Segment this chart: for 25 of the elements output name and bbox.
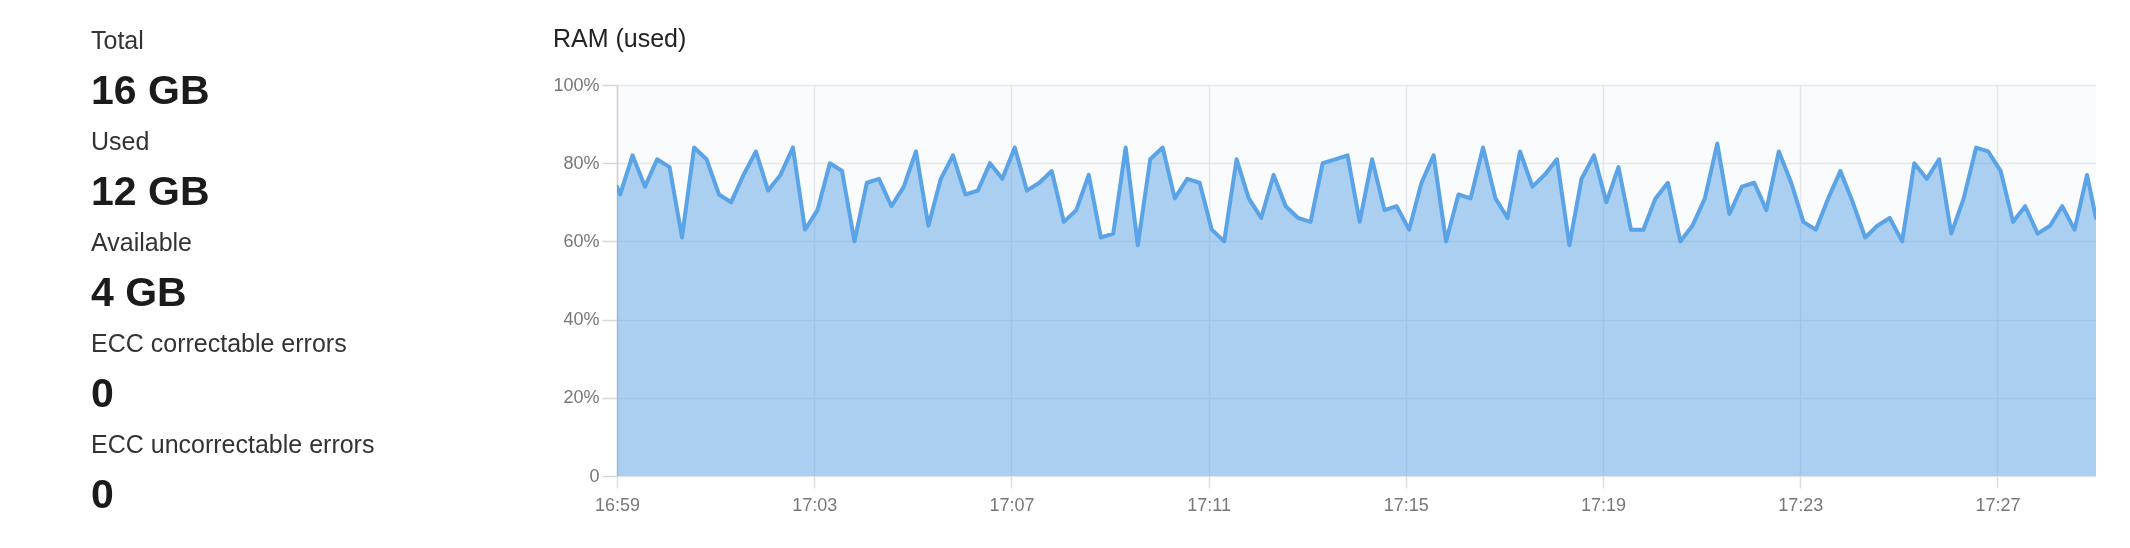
text: 12 GB [91,168,210,214]
x-tick-label: 17:19 [1581,494,1627,515]
text: Available [91,227,193,256]
text: Total [91,25,144,54]
x-tick-label: 17:11 [1187,494,1231,515]
x-tick-label: 17:07 [989,494,1035,515]
x-tick-label: 17:03 [792,494,838,515]
x-tick-label: 17:23 [1778,494,1824,515]
text: Used [91,126,150,155]
text: 0 [91,370,114,416]
y-tick-label: 60% [563,230,600,251]
y-tick-label: 20% [563,387,600,408]
text: ECC uncorrectable errors [91,429,375,458]
text: 0 [91,471,114,517]
chart-title: RAM (used) [552,24,687,52]
x-tick-label: 16:59 [594,494,641,515]
text: ECC correctable errors [91,328,347,357]
y-tick-label: 40% [563,309,600,330]
y-tick-label: 100% [553,74,600,95]
y-tick-label: 80% [563,152,600,173]
y-tick-label: 0 [589,465,600,486]
text: 4 GB [91,269,187,315]
x-tick-label: 17:15 [1383,494,1429,515]
x-tick-label: 17:27 [1975,494,2021,515]
text: 16 GB [91,67,210,113]
